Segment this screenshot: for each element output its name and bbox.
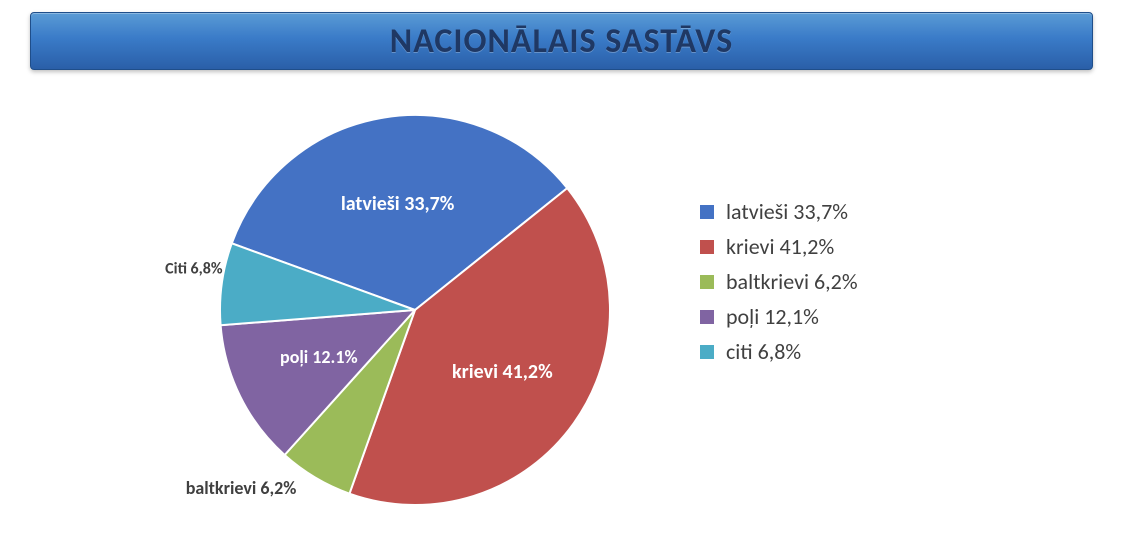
legend-label-krievi: krievi 41,2% xyxy=(726,233,834,260)
pie-chart: latvieši 33,7%krievi 41,2%baltkrievi 6,2… xyxy=(200,100,630,525)
legend-label-citi: citi 6,8% xyxy=(726,338,801,365)
legend: latvieši 33,7% krievi 41,2% baltkrievi 6,2… xyxy=(700,190,858,373)
legend-item-poli: poļi 12,1% xyxy=(700,303,858,330)
legend-item-latviesi: latvieši 33,7% xyxy=(700,198,858,225)
legend-swatch-baltkrievi xyxy=(700,275,714,289)
legend-swatch-latviesi xyxy=(700,205,714,219)
legend-swatch-citi xyxy=(700,345,714,359)
legend-swatch-krievi xyxy=(700,240,714,254)
legend-item-krievi: krievi 41,2% xyxy=(700,233,858,260)
title-bar: NACIONĀLAIS SASTĀVS xyxy=(30,12,1093,70)
legend-item-baltkrievi: baltkrievi 6,2% xyxy=(700,268,858,295)
legend-item-citi: citi 6,8% xyxy=(700,338,858,365)
page-title: NACIONĀLAIS SASTĀVS xyxy=(390,21,733,62)
legend-swatch-poli xyxy=(700,310,714,324)
pie-svg xyxy=(200,100,630,520)
chart-area: latvieši 33,7% krievi 41,2% baltkrievi 6,2… xyxy=(0,70,1123,520)
legend-label-latviesi: latvieši 33,7% xyxy=(726,198,848,225)
legend-label-baltkrievi: baltkrievi 6,2% xyxy=(726,268,858,295)
legend-label-poli: poļi 12,1% xyxy=(726,303,819,330)
